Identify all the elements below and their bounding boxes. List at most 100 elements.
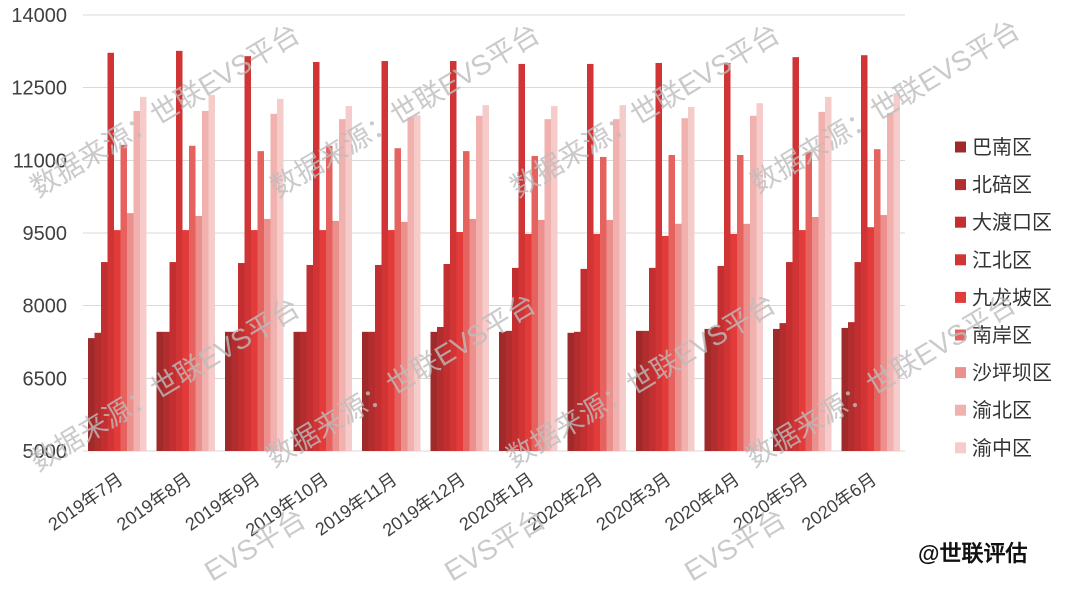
bar [512,267,519,451]
bar [841,327,848,451]
bar [313,61,320,452]
bar [861,55,868,452]
bar [649,267,656,451]
bar [163,331,170,451]
bar [375,264,382,451]
bar [887,112,894,452]
bar [538,219,545,451]
legend-swatch [955,329,966,341]
bar [169,262,176,451]
bar [339,119,346,451]
legend-label: 渝中区 [972,437,1032,460]
bar [401,221,408,451]
bar [662,235,669,451]
bar [587,63,594,452]
bar [182,230,189,451]
bar [394,148,401,451]
bar [264,218,271,451]
bar [381,61,388,452]
bar [319,230,326,451]
bar [812,217,819,451]
legend-item: 巴南区 [955,136,1032,159]
bar [675,223,682,451]
bar [531,155,538,451]
bar [407,117,414,451]
bar [120,144,127,451]
bar [854,262,861,451]
bar [238,263,245,451]
y-tick-label: 6500 [23,368,68,390]
bar [300,331,307,451]
bar [737,155,744,451]
bar [140,96,147,452]
bar [805,152,812,451]
bar [688,107,695,451]
bar [606,219,613,451]
bar [655,62,662,452]
legend-label: 江北区 [972,249,1032,272]
legend-item: 江北区 [955,249,1032,272]
legend-item: 九龙坡区 [955,286,1052,309]
bar [779,323,786,451]
legend-label: 巴南区 [972,136,1032,159]
bar [368,331,375,451]
bar [593,233,600,451]
legend-item: 大渡口区 [955,211,1052,234]
bar [717,265,724,451]
bar [450,61,457,452]
bar [469,218,476,451]
bar [456,232,463,451]
bar [773,328,780,451]
bar [636,330,643,451]
legend-label: 南岸区 [972,324,1032,347]
legend-swatch [955,404,966,416]
bar [893,93,900,451]
watermark-text: 数据来源：世联EVS平台 [265,18,545,203]
bar [476,115,483,451]
bar [114,230,121,451]
legend-swatch [955,216,966,228]
bar [293,331,300,451]
bar [101,262,108,451]
bar [505,330,512,451]
bar [94,332,101,451]
bar [189,145,196,452]
bar [430,331,437,451]
bar [176,50,183,451]
credit-label: @世联评估 [918,541,1027,566]
bar [244,56,251,452]
legend-label: 北碚区 [972,174,1032,197]
y-tick-label: 5000 [23,441,68,463]
bar [107,52,114,451]
bar [600,156,607,451]
bar [525,233,532,451]
bar [874,149,881,451]
bar [619,105,626,452]
x-tick-label: 2020年3月 [593,469,675,535]
bar [345,106,352,451]
legend-item: 南岸区 [955,324,1032,347]
gridlines [83,14,905,452]
y-axis-labels: 5000 6500 8000 9500 11000 12500 14000 [11,5,67,463]
bar [463,151,470,451]
y-tick-label: 11000 [13,150,67,172]
legend-item: 渝北区 [955,399,1032,422]
bar [704,328,711,451]
bar [195,216,202,451]
bar [482,105,489,452]
x-tick-label: 2020年4月 [661,469,743,535]
watermark-text: 数据来源：世联EVS平台 [745,14,1025,199]
bar [208,94,215,452]
legend-swatch [955,442,966,454]
legend-swatch [955,141,966,153]
bar [880,215,887,451]
bar [681,118,688,451]
bar [743,223,750,451]
bar-series [88,50,900,452]
bar [156,331,163,451]
bar [613,119,620,451]
bar [332,220,339,451]
x-tick-label: 2019年7月 [45,469,127,535]
bar [257,151,264,451]
